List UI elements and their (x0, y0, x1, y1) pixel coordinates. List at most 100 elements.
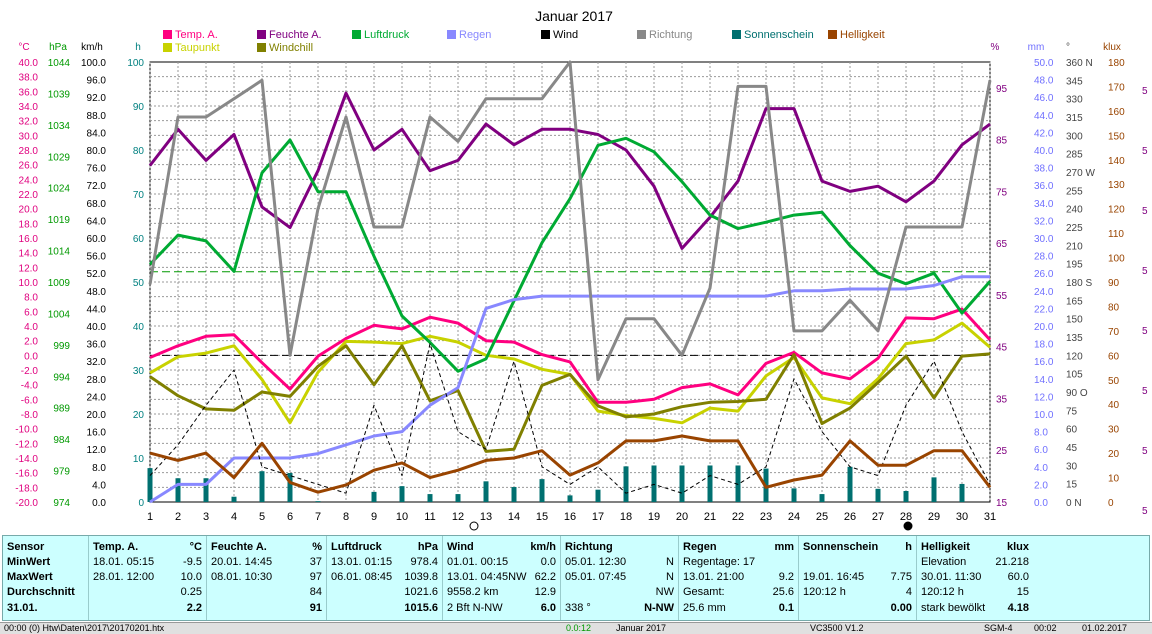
axis-tick-label: 25 (996, 446, 1008, 457)
axis-tick-label: 12.0 (1034, 392, 1054, 403)
axis-tick-label: 46.0 (1034, 93, 1054, 104)
edge-mark: 5 (1142, 146, 1148, 157)
axis-tick-label: 984 (53, 435, 70, 446)
axis-tick-label: 30 (133, 366, 145, 377)
axis-tick-label: 90 O (1066, 388, 1088, 399)
stats-humidity-column: Feuchte A.% 20.01. 14:45 37 08.01. 10:30 9… (207, 536, 327, 620)
axis-tick-label: 0 (1108, 498, 1114, 509)
axis-tick-label: 330 (1066, 95, 1083, 106)
axis-tick-label: 270 W (1066, 168, 1095, 179)
stats-row-label: 31.01. (7, 602, 38, 614)
axis-tick-label: 95 (996, 84, 1008, 95)
axis-tick-label: 105 (1066, 370, 1083, 381)
stats-today-value: 4.18 (1007, 602, 1029, 614)
series-line-feuchte-a- (148, 91, 991, 250)
axis-tick-label: 130 (1108, 180, 1125, 191)
series-line-wind (149, 343, 991, 494)
stats-rain-column: Regen mm Regentage: 17 13.01. 21:00 9.2 Ge… (679, 536, 799, 620)
x-tick-label: 12 (452, 511, 464, 523)
sunshine-bar (735, 465, 741, 502)
series-line-luftdruck (148, 136, 992, 373)
axis-tick-label: -18.0 (15, 483, 38, 494)
legend-label: Regen (459, 29, 491, 41)
axis-tick-label: 4.0 (24, 322, 38, 333)
axis-tick-label: 28.0 (1034, 252, 1054, 263)
stats-today-value: 0.1 (778, 602, 794, 614)
status-date: 01.02.2017 (1082, 623, 1128, 633)
x-tick-label: 5 (259, 511, 265, 523)
edge-mark: 5 (1142, 386, 1148, 397)
x-tick-label: 7 (315, 511, 321, 523)
sunshine-bar (707, 465, 713, 502)
stats-max-value: 60.0 (1007, 571, 1029, 583)
axis-tick-label: 225 (1066, 223, 1083, 234)
axis-tick-label: 80.0 (87, 146, 107, 157)
axis-unit-label: km/h (81, 42, 103, 53)
axis-tick-label: 40.0 (19, 58, 39, 69)
x-tick-label: 6 (287, 511, 293, 523)
sunshine-bar (679, 465, 685, 502)
axis-tick-label: 75 (996, 187, 1008, 198)
axis-tick-label: 140 (1108, 156, 1125, 167)
axis-tick-label: 35 (996, 394, 1008, 405)
axis-tick-label: 15 (1066, 480, 1078, 491)
axis-tick-label: 150 (1108, 131, 1125, 142)
axis-tick-label: 55 (996, 291, 1008, 302)
legend-label: Sonnenschein (744, 29, 814, 41)
stats-today-value: 2.2 (186, 602, 202, 614)
stats-wind-column: Wind km/h 01.01. 00:15 0.0 13.01. 04:45NW 6… (443, 536, 561, 620)
axis-tick-label: 60 (1108, 351, 1120, 362)
stats-unit: h (905, 541, 912, 553)
stats-today-label: 25.6 mm (683, 602, 726, 614)
stats-title: Feuchte A. (211, 541, 267, 553)
stats-avg-value: 84 (309, 586, 322, 598)
stats-title: Richtung (565, 541, 613, 553)
statistics-panel: Sensor MinWert MaxWert Durchschnitt 31.0… (2, 535, 1150, 621)
stats-max-date: 13.01. 21:00 (683, 571, 745, 583)
stats-brightness-column: Helligkeit klux Elevation 21.218 30.01. 11… (917, 536, 1033, 620)
axis-tick-label: 360 N (1066, 58, 1093, 69)
legend-label: Helligkeit (840, 29, 885, 41)
axis-tick-label: 56.0 (87, 252, 107, 263)
legend-label: Taupunkt (175, 42, 220, 54)
axis-tick-label: 110 (1108, 229, 1124, 240)
axis-tick-label: -8.0 (21, 410, 39, 421)
stats-avg-value: NW (655, 586, 674, 598)
axis-tick-label: 88.0 (87, 111, 107, 122)
legend-swatch (541, 30, 550, 39)
legend-swatch (257, 30, 266, 39)
stats-sunshine-column: Sonnenschein h 19.01. 16:45 7.75 120:12 h 4… (799, 536, 917, 620)
x-tick-label: 25 (816, 511, 828, 523)
legend-swatch (637, 30, 646, 39)
stats-rain-days: Regentage: 17 (683, 556, 756, 568)
stats-avg-value: 0.25 (180, 586, 202, 598)
edge-mark: 5 (1142, 446, 1148, 457)
axis-tick-label: 255 (1066, 186, 1083, 197)
x-tick-label: 27 (872, 511, 884, 523)
stats-avg-label: 9558.2 km (447, 586, 499, 598)
axis-tick-label: 18.0 (1034, 340, 1054, 351)
axis-tick-label: 52.0 (87, 269, 107, 280)
axis-tick-label: 1039 (48, 89, 71, 100)
axis-tick-label: 40 (133, 322, 145, 333)
stats-max-date: 19.01. 16:45 (803, 571, 865, 583)
axis-unit-label: hPa (49, 42, 67, 53)
stats-title: Sensor (7, 541, 45, 553)
axis-tick-label: 8.0 (1034, 428, 1048, 439)
axis-tick-label: 165 (1066, 296, 1083, 307)
axis-tick-label: 24.0 (87, 392, 107, 403)
axis-tick-label: 20 (1108, 449, 1120, 460)
legend-label: Richtung (649, 29, 692, 41)
axis-tick-label: 100 (127, 58, 144, 69)
axis-tick-label: 999 (53, 341, 70, 352)
axis-tick-label: 48.0 (87, 287, 107, 298)
axis-tick-label: 6.0 (24, 307, 38, 318)
x-tick-label: 23 (760, 511, 772, 523)
legend-swatch (352, 30, 361, 39)
sunshine-bar (959, 483, 965, 502)
stats-min-date: 05.01. 12:30 (565, 556, 627, 568)
axis-tick-label: 210 (1066, 241, 1083, 252)
axis-tick-label: 60.0 (87, 234, 107, 245)
axis-tick-label: 10.0 (1034, 410, 1054, 421)
axis-tick-label: 1014 (48, 247, 71, 258)
